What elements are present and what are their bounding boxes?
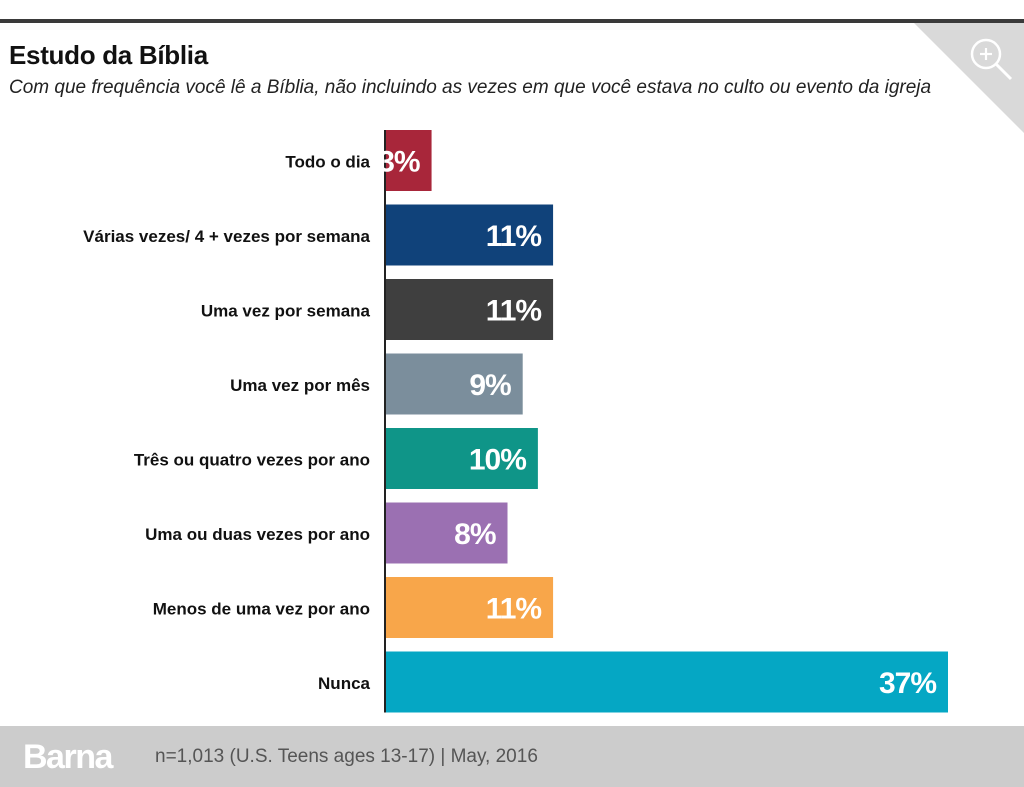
category-label-2: Uma vez por semana — [201, 302, 371, 321]
bar-1 — [386, 204, 554, 266]
category-label-6: Menos de uma vez por ano — [153, 600, 370, 619]
chart-title: Estudo da Bíblia — [9, 40, 208, 70]
bar-3 — [386, 353, 523, 415]
footer: Barna n=1,013 (U.S. Teens ages 13-17) | … — [0, 726, 1024, 787]
value-label-1: 11% — [486, 220, 542, 253]
category-label-4: Três ou quatro vezes por ano — [134, 451, 370, 470]
value-label-5: 8% — [454, 518, 496, 551]
category-label-0: Todo o dia — [285, 153, 370, 172]
bar-5 — [386, 502, 508, 564]
bar-4 — [386, 428, 538, 489]
brand-logo: Barna — [23, 738, 113, 776]
chart-subtitle: Com que frequência você lê a Bíblia, não… — [9, 77, 932, 98]
bar-7 — [386, 651, 948, 713]
bar-6 — [386, 577, 554, 638]
category-label-5: Uma ou duas vezes por ano — [145, 525, 370, 544]
value-label-2: 11% — [486, 295, 542, 328]
category-label-7: Nunca — [318, 674, 371, 693]
value-label-4: 10% — [469, 444, 526, 477]
value-label-7: 37% — [879, 667, 936, 700]
zoom-in-icon[interactable] — [966, 34, 1016, 84]
value-label-0: 3% — [378, 146, 420, 179]
top-rule — [0, 19, 1024, 23]
value-label-6: 11% — [486, 593, 542, 626]
bar-0 — [386, 130, 432, 191]
category-label-3: Uma vez por mês — [230, 376, 370, 395]
bar-2 — [386, 279, 554, 340]
source-note: n=1,013 (U.S. Teens ages 13-17) | May, 2… — [155, 746, 538, 767]
corner-fold — [914, 23, 1024, 133]
category-label-1: Várias vezes/ 4 + vezes por semana — [83, 227, 370, 246]
value-label-3: 9% — [469, 369, 511, 402]
